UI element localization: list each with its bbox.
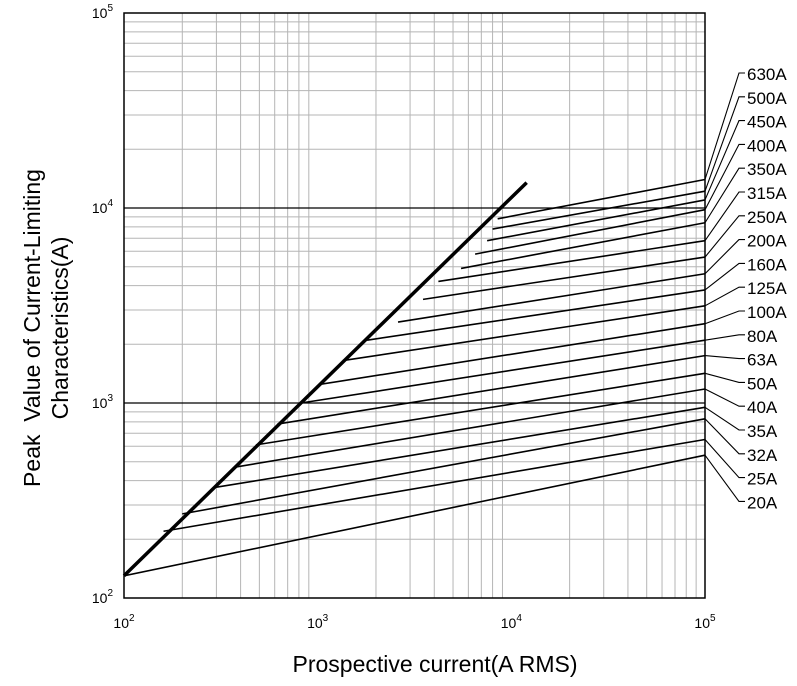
leader-100A bbox=[704, 310, 745, 325]
series-label-160A: 160A bbox=[747, 255, 787, 274]
tick-base: 10 bbox=[113, 615, 129, 631]
series-label-20A: 20A bbox=[747, 493, 778, 512]
leader-250A bbox=[704, 215, 745, 258]
leader-125A bbox=[704, 286, 745, 307]
decade-reference-lines bbox=[124, 207, 705, 404]
series-labels: 630A 500A 450A 400A 350A 315A 250A 200A 160A 125A… bbox=[747, 65, 787, 512]
tick-exponent: 3 bbox=[107, 393, 113, 404]
tick-base: 10 bbox=[92, 5, 108, 21]
leader-40A bbox=[704, 388, 745, 407]
label-leaders bbox=[704, 72, 745, 502]
series-label-50A: 50A bbox=[747, 374, 778, 393]
leader-400A bbox=[704, 143, 745, 210]
y-tick-label: 102 bbox=[92, 588, 114, 606]
series-line-125A bbox=[342, 305, 706, 362]
series-line-500A bbox=[492, 190, 706, 230]
tick-exponent: 4 bbox=[516, 613, 522, 624]
limit-line bbox=[122, 181, 528, 578]
series-label-100A: 100A bbox=[747, 303, 787, 322]
series-line-400A bbox=[474, 208, 706, 255]
series-label-250A: 250A bbox=[747, 208, 787, 227]
leader-200A bbox=[704, 239, 745, 275]
y-tick-label: 103 bbox=[92, 393, 114, 411]
series-label-200A: 200A bbox=[747, 232, 787, 251]
leader-20A bbox=[704, 454, 745, 502]
series-line-250A bbox=[422, 256, 706, 301]
limit-line-group bbox=[122, 181, 528, 578]
series-line-200A bbox=[397, 272, 706, 323]
y-axis-label-line2: Characteristics(A) bbox=[47, 237, 73, 420]
series-line-350A bbox=[460, 221, 706, 270]
series-line-40A bbox=[236, 388, 706, 468]
series-label-500A: 500A bbox=[747, 89, 787, 108]
tick-exponent: 2 bbox=[129, 613, 135, 624]
tick-base: 10 bbox=[501, 615, 517, 631]
series-label-350A: 350A bbox=[747, 160, 787, 179]
tick-exponent: 5 bbox=[710, 613, 716, 624]
leader-32A bbox=[704, 418, 745, 455]
tick-base: 10 bbox=[307, 615, 323, 631]
series-label-25A: 25A bbox=[747, 470, 778, 489]
leader-25A bbox=[704, 439, 745, 479]
tick-exponent: 5 bbox=[107, 3, 113, 14]
x-axis-label: Prospective current(A RMS) bbox=[292, 651, 577, 677]
series-label-125A: 125A bbox=[747, 279, 787, 298]
grid bbox=[124, 13, 705, 598]
y-tick-label: 104 bbox=[92, 198, 114, 216]
leader-630A bbox=[704, 72, 745, 180]
series-lines bbox=[123, 178, 706, 577]
series-line-63A bbox=[277, 354, 706, 425]
series-line-35A bbox=[216, 406, 706, 488]
series-line-100A bbox=[321, 322, 706, 385]
leader-315A bbox=[704, 191, 745, 241]
tick-exponent: 3 bbox=[323, 613, 329, 624]
leader-500A bbox=[704, 96, 745, 192]
series-line-80A bbox=[300, 339, 706, 404]
tick-base: 10 bbox=[92, 200, 108, 216]
leader-350A bbox=[704, 167, 745, 224]
tick-base: 10 bbox=[92, 395, 108, 411]
series-label-400A: 400A bbox=[747, 136, 787, 155]
leader-63A bbox=[704, 355, 745, 360]
x-tick-label: 104 bbox=[501, 613, 523, 631]
series-line-25A bbox=[163, 438, 706, 533]
leader-160A bbox=[704, 262, 745, 291]
leader-35A bbox=[704, 406, 745, 431]
series-line-160A bbox=[366, 289, 706, 341]
series-line-50A bbox=[255, 372, 706, 446]
tick-exponent: 2 bbox=[107, 588, 113, 599]
series-label-450A: 450A bbox=[747, 113, 787, 132]
series-line-20A bbox=[123, 454, 706, 577]
series-line-315A bbox=[438, 239, 706, 283]
series-label-63A: 63A bbox=[747, 351, 778, 370]
y-axis-label-line1: Peak Value of Current-Limiting bbox=[19, 169, 45, 487]
series-label-80A: 80A bbox=[747, 327, 778, 346]
series-label-40A: 40A bbox=[747, 398, 778, 417]
y-tick-label: 105 bbox=[92, 3, 114, 21]
series-label-630A: 630A bbox=[747, 65, 787, 84]
series-line-32A bbox=[182, 417, 706, 515]
x-tick-labels: 102 103 104 105 bbox=[113, 613, 716, 631]
plot-frame bbox=[123, 12, 706, 599]
leader-80A bbox=[704, 334, 745, 341]
series-label-35A: 35A bbox=[747, 422, 778, 441]
x-tick-label: 105 bbox=[694, 613, 716, 631]
leader-50A bbox=[704, 372, 745, 383]
tick-base: 10 bbox=[694, 615, 710, 631]
tick-exponent: 4 bbox=[107, 198, 113, 209]
x-tick-label: 103 bbox=[307, 613, 329, 631]
series-line-630A bbox=[497, 178, 706, 220]
series-line-450A bbox=[486, 199, 706, 242]
leader-450A bbox=[704, 120, 745, 201]
series-label-315A: 315A bbox=[747, 184, 787, 203]
series-label-32A: 32A bbox=[747, 446, 778, 465]
tick-base: 10 bbox=[92, 590, 108, 606]
x-tick-label: 102 bbox=[113, 613, 135, 631]
